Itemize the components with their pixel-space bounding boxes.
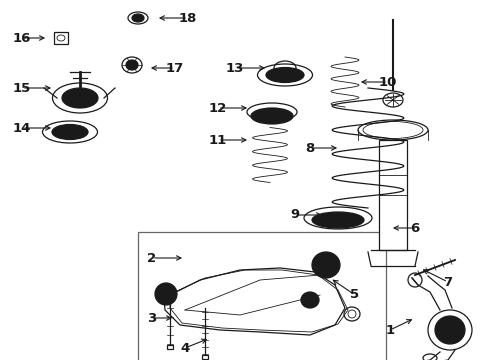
Text: 4: 4: [180, 342, 190, 355]
Text: 2: 2: [147, 252, 157, 265]
Ellipse shape: [126, 60, 138, 70]
Ellipse shape: [132, 14, 144, 22]
Ellipse shape: [266, 68, 304, 82]
Text: 3: 3: [147, 311, 157, 324]
Ellipse shape: [301, 292, 319, 308]
Text: 8: 8: [305, 141, 315, 154]
Bar: [379, 140, 407, 250]
Text: 11: 11: [209, 134, 227, 147]
Text: 5: 5: [350, 288, 360, 302]
Text: 18: 18: [179, 12, 197, 24]
Text: 12: 12: [209, 102, 227, 114]
Text: 9: 9: [291, 208, 299, 221]
Bar: [167, 345, 173, 349]
Ellipse shape: [312, 212, 364, 228]
Text: 17: 17: [166, 62, 184, 75]
Text: 7: 7: [443, 275, 453, 288]
Bar: [138, 232, 386, 360]
Ellipse shape: [155, 283, 177, 305]
Text: 13: 13: [226, 62, 244, 75]
Text: 15: 15: [13, 81, 31, 94]
Ellipse shape: [435, 316, 465, 344]
Text: 16: 16: [13, 31, 31, 45]
Bar: [54, 32, 68, 44]
Text: 1: 1: [386, 324, 394, 337]
Text: 10: 10: [379, 76, 397, 89]
Ellipse shape: [251, 108, 293, 124]
Ellipse shape: [308, 297, 313, 302]
Ellipse shape: [312, 252, 340, 278]
Ellipse shape: [52, 125, 88, 139]
Bar: [202, 355, 208, 359]
Text: 14: 14: [13, 122, 31, 135]
Ellipse shape: [62, 88, 98, 108]
Text: 6: 6: [411, 221, 419, 234]
